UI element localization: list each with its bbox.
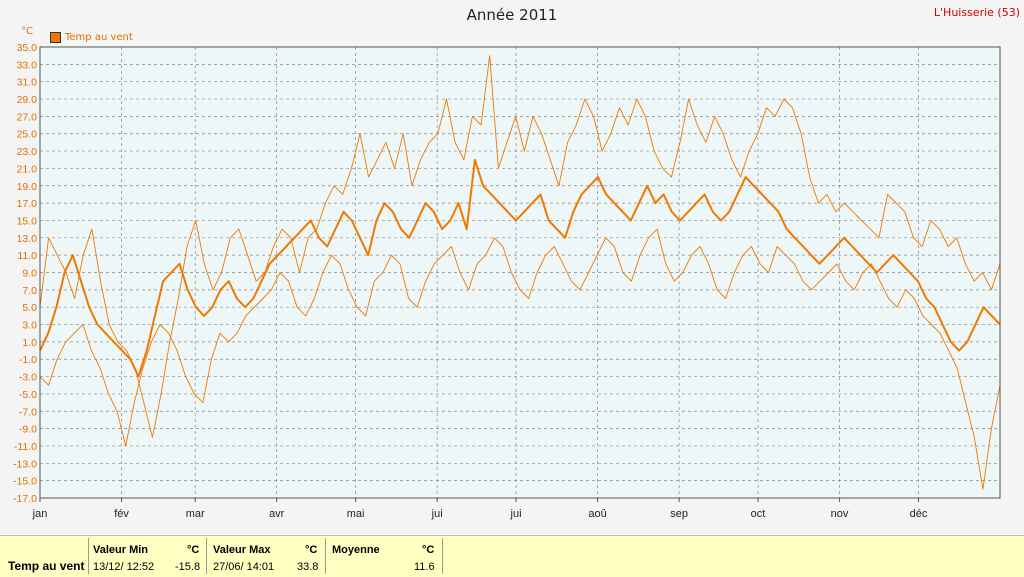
y-tick-label: 11.0 <box>17 250 37 262</box>
legend-swatch <box>50 32 61 43</box>
y-tick-label: 15.0 <box>17 215 38 227</box>
summary-panel: Temp au vent Valeur Min °C 13/12/ 12:52 … <box>0 535 1024 577</box>
min-value: -15.8 <box>175 561 201 573</box>
min-unit: °C <box>187 544 200 556</box>
plot-frame <box>39 46 1001 499</box>
y-tick-label: -11.0 <box>14 441 37 453</box>
x-axis-months: jan fév mar avr mai jui jui aoû sep oct nov déc <box>32 498 928 520</box>
chart-area: 35.0 33.0 31.0 29.0 27.0 25.0 23.0 21.0 19.0 17.0… <box>13 6 1020 520</box>
y-tick-label: 21.0 <box>17 163 38 175</box>
y-tick-label: -9.0 <box>19 424 37 436</box>
series-line-max <box>39 55 1001 438</box>
series-line-mean <box>39 158 1001 378</box>
y-tick-label: 13.0 <box>17 233 38 245</box>
summary-min-cell: Valeur Min °C 13/12/ 12:52 -15.8 <box>88 538 206 574</box>
max-header: Valeur Max <box>213 544 271 556</box>
y-tick-label: -1.0 <box>19 354 37 366</box>
y-tick-label: 5.0 <box>22 302 37 314</box>
y-tick-label: 33.0 <box>17 59 38 71</box>
y-tick-label: 17.0 <box>17 198 38 210</box>
legend-label: Temp au vent <box>65 32 133 43</box>
y-tick-label: -13.0 <box>13 458 37 470</box>
max-date: 27/06/ 14:01 <box>213 561 275 573</box>
x-month-label: oct <box>751 508 766 520</box>
line-chart: 35.0 33.0 31.0 29.0 27.0 25.0 23.0 21.0 19.0 17.0… <box>13 42 1001 520</box>
min-date: 13/12/ 12:52 <box>93 561 155 573</box>
y-tick-label: 25.0 <box>17 129 38 141</box>
y-axis-ticks: 35.0 33.0 31.0 29.0 27.0 25.0 23.0 21.0 19.0 17.0… <box>13 42 37 505</box>
y-tick-label: -3.0 <box>19 372 37 384</box>
station-location: L'Huisserie (53) <box>933 6 1020 19</box>
y-tick-label: 27.0 <box>17 111 38 123</box>
x-month-label: avr <box>269 508 285 520</box>
x-month-label: jan <box>32 508 48 520</box>
x-month-label: aoû <box>588 508 606 520</box>
summary-max-cell: Valeur Max °C 27/06/ 14:01 33.8 <box>206 538 325 574</box>
x-month-label: fév <box>114 508 129 520</box>
avg-header: Moyenne <box>332 544 380 556</box>
max-unit: °C <box>305 544 318 556</box>
y-tick-label: 1.0 <box>22 337 37 349</box>
chart-title: Année 2011 <box>466 6 558 24</box>
series-lines <box>39 55 1001 490</box>
y-tick-label: 23.0 <box>17 146 38 158</box>
y-tick-label: 7.0 <box>22 285 37 297</box>
y-tick-label: 31.0 <box>17 77 38 89</box>
x-month-label: déc <box>910 508 928 520</box>
y-tick-label: 19.0 <box>17 181 38 193</box>
series-line-min <box>39 228 1001 490</box>
y-tick-label: -7.0 <box>19 406 37 418</box>
min-header: Valeur Min <box>93 544 149 556</box>
x-month-label: jui <box>431 508 443 520</box>
avg-unit: °C <box>422 544 435 556</box>
x-month-label: jui <box>510 508 522 520</box>
x-month-label: mar <box>186 508 205 520</box>
y-tick-label: 9.0 <box>22 268 37 280</box>
y-axis-unit: °C <box>21 26 33 37</box>
summary-row-label: Temp au vent <box>8 559 85 573</box>
y-tick-label: -17.0 <box>13 493 37 505</box>
y-tick-label: 3.0 <box>22 320 37 332</box>
x-month-label: nov <box>831 508 849 520</box>
y-tick-label: 29.0 <box>17 94 38 106</box>
max-value: 33.8 <box>297 561 319 573</box>
avg-value: 11.6 <box>414 561 435 573</box>
summary-avg-cell: Moyenne °C 11.6 <box>325 538 443 574</box>
y-tick-label: -15.0 <box>13 476 37 488</box>
y-tick-label: -5.0 <box>19 389 37 401</box>
x-month-label: sep <box>670 508 688 520</box>
x-month-label: mai <box>347 508 365 520</box>
chart-legend: Temp au vent <box>50 32 133 43</box>
y-tick-label: 35.0 <box>17 42 38 54</box>
